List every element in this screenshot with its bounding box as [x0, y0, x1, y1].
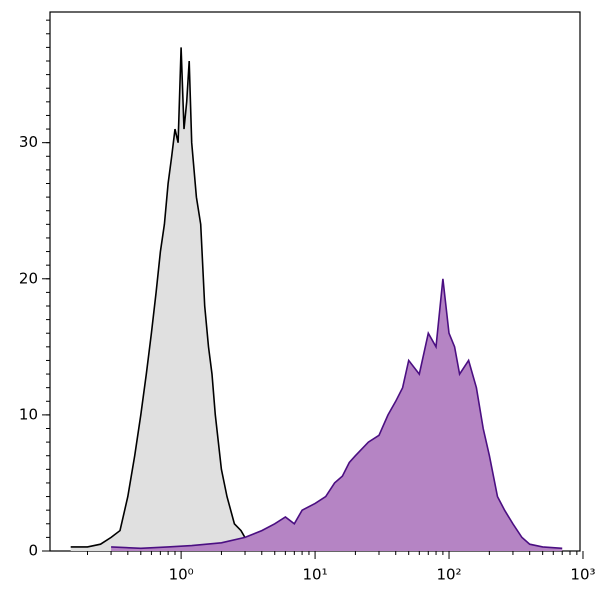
y-tick-label: 0 — [28, 542, 38, 560]
histogram-line — [70, 47, 250, 548]
area-fill — [70, 47, 249, 552]
y-tick-label: 30 — [19, 133, 38, 151]
y-tick-label: 20 — [19, 269, 38, 287]
x-tick-label: 10³ — [570, 566, 595, 584]
histogram-line — [111, 278, 563, 550]
y-tick-label: 10 — [19, 405, 38, 423]
x-tick-label: 10⁰ — [169, 566, 194, 584]
x-tick-label: 10² — [436, 566, 461, 584]
area-fill — [111, 278, 563, 551]
x-tick-label: 10¹ — [303, 566, 328, 584]
plot-frame — [49, 11, 581, 552]
